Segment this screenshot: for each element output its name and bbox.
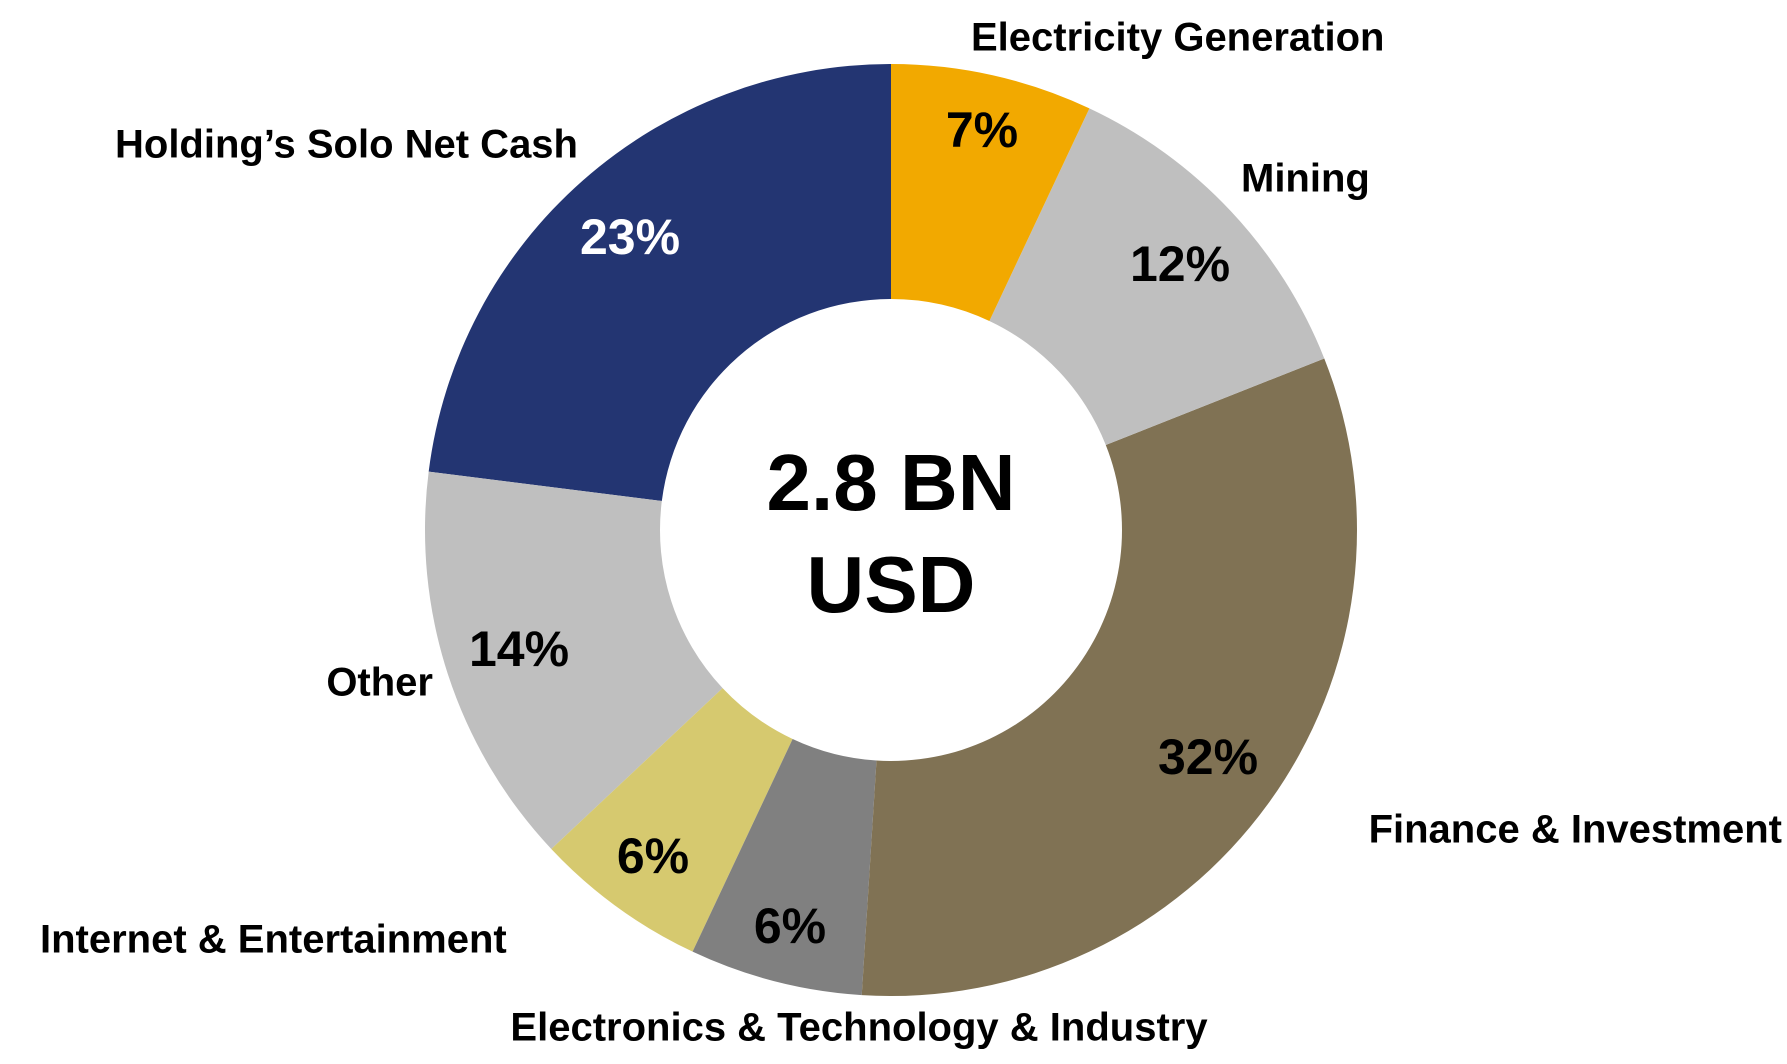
slice bbox=[551, 688, 793, 952]
center-label: USD bbox=[807, 540, 976, 629]
center-label: 2.8 BN bbox=[767, 438, 1016, 527]
category-label: Electricity Generation bbox=[971, 16, 1384, 60]
value-label: 6% bbox=[754, 898, 826, 954]
category-label: Electronics & Technology & Industry bbox=[510, 1006, 1208, 1050]
value-label: 12% bbox=[1130, 236, 1230, 292]
value-label: 14% bbox=[469, 621, 569, 677]
slice bbox=[428, 64, 891, 502]
category-label: Holding’s Solo Net Cash bbox=[115, 123, 578, 167]
value-label: 6% bbox=[617, 828, 689, 884]
category-label: Other bbox=[326, 661, 433, 705]
category-label: Internet & Entertainment bbox=[40, 918, 507, 962]
slice bbox=[861, 358, 1358, 996]
category-label: Mining bbox=[1241, 157, 1370, 201]
category-label: Finance & Investment bbox=[1369, 808, 1782, 852]
slice bbox=[425, 471, 723, 849]
value-label: 23% bbox=[580, 209, 680, 265]
slice bbox=[891, 64, 1090, 321]
slice bbox=[692, 739, 877, 996]
value-label: 7% bbox=[946, 102, 1018, 158]
value-label: 32% bbox=[1158, 729, 1258, 785]
slice bbox=[989, 108, 1325, 445]
